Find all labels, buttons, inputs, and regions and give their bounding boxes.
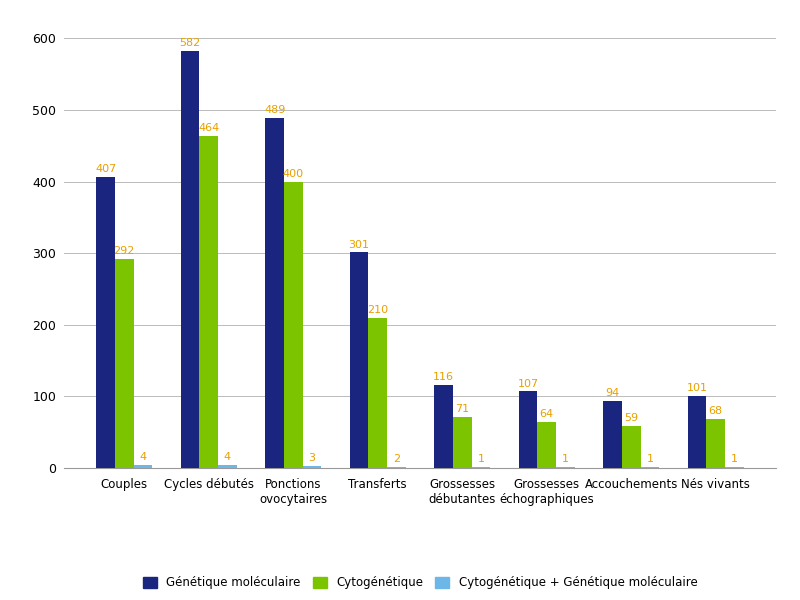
Text: 71: 71 <box>455 404 470 414</box>
Text: 3: 3 <box>308 453 315 463</box>
Text: 116: 116 <box>433 372 454 382</box>
Text: 2: 2 <box>393 454 400 464</box>
Text: 1: 1 <box>646 454 654 464</box>
Text: 292: 292 <box>114 246 135 256</box>
Bar <box>350 253 369 468</box>
Bar <box>434 385 453 468</box>
Bar <box>369 317 387 468</box>
Bar <box>266 118 284 468</box>
Text: 64: 64 <box>540 409 554 419</box>
Bar <box>725 467 744 468</box>
Bar <box>284 182 302 468</box>
Text: 400: 400 <box>282 169 304 179</box>
Bar <box>603 401 622 468</box>
Text: 582: 582 <box>179 38 201 49</box>
Bar <box>199 136 218 468</box>
Text: 210: 210 <box>367 305 388 315</box>
Text: 68: 68 <box>709 406 723 416</box>
Bar <box>218 465 237 468</box>
Bar <box>622 426 641 468</box>
Text: 94: 94 <box>606 388 620 398</box>
Bar <box>387 467 406 468</box>
Text: 1: 1 <box>731 454 738 464</box>
Legend: Génétique moléculaire, Cytogénétique, Cytogénétique + Génétique moléculaire: Génétique moléculaire, Cytogénétique, Cy… <box>138 572 702 594</box>
Text: 101: 101 <box>686 383 708 393</box>
Bar <box>302 466 321 468</box>
Bar <box>706 419 725 468</box>
Text: 464: 464 <box>198 123 219 133</box>
Text: 407: 407 <box>95 164 116 173</box>
Text: 489: 489 <box>264 105 286 115</box>
Text: 4: 4 <box>224 452 231 462</box>
Text: 1: 1 <box>478 454 484 464</box>
Text: 59: 59 <box>624 413 638 423</box>
Bar <box>181 51 199 468</box>
Text: 4: 4 <box>139 452 146 462</box>
Text: 1: 1 <box>562 454 569 464</box>
Bar <box>134 465 152 468</box>
Bar <box>519 391 538 468</box>
Bar <box>453 417 471 468</box>
Bar <box>471 467 490 468</box>
Bar <box>115 259 134 468</box>
Text: 107: 107 <box>518 379 538 389</box>
Text: 301: 301 <box>349 239 370 250</box>
Bar <box>556 467 574 468</box>
Bar <box>96 176 115 468</box>
Bar <box>688 395 706 468</box>
Bar <box>641 467 659 468</box>
Bar <box>538 422 556 468</box>
